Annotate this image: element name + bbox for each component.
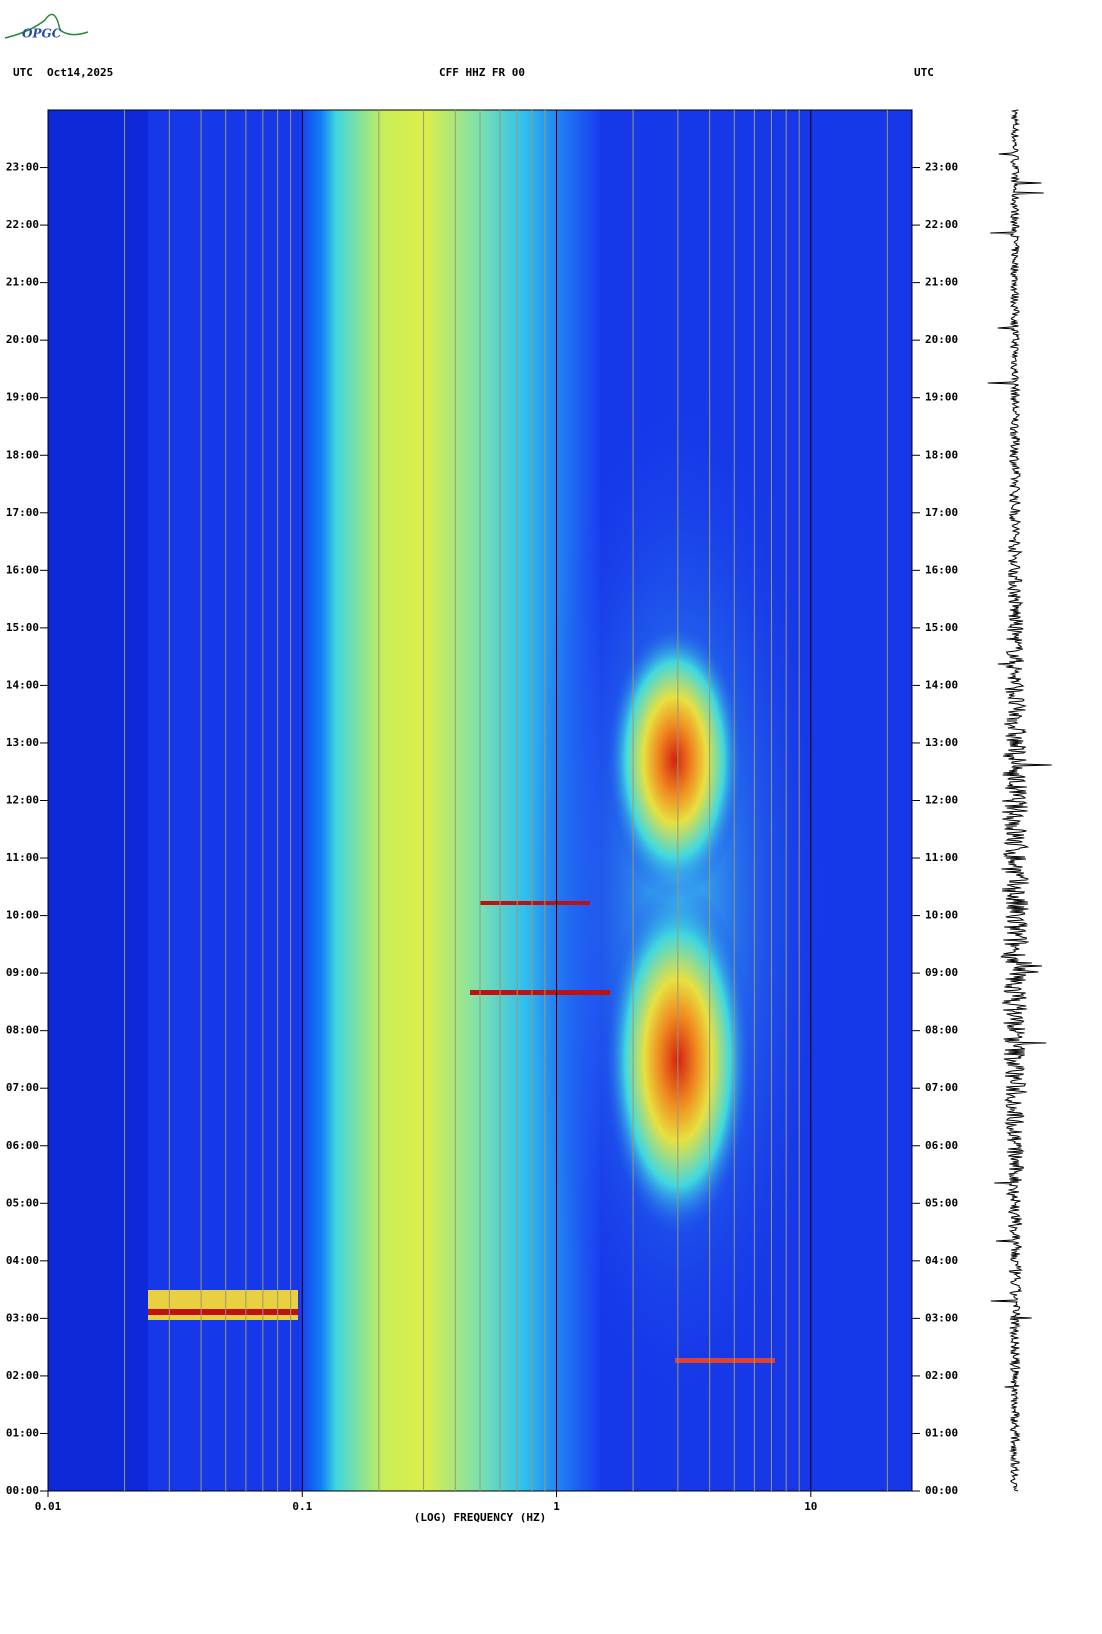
x-tick-label: 0.1	[292, 1500, 312, 1513]
logo: OPGC	[4, 13, 89, 41]
x-axis-label: (LOG) FREQUENCY (HZ)	[414, 1511, 546, 1524]
y-tick-label: 07:00	[6, 1081, 39, 1094]
y-tick-label: 12:00	[925, 794, 958, 807]
y-tick-label: 04:00	[925, 1254, 958, 1267]
y-tick-label: 06:00	[6, 1139, 39, 1152]
y-tick-label: 09:00	[6, 966, 39, 979]
event	[675, 1358, 775, 1363]
y-tick-label: 15:00	[925, 621, 958, 634]
logo-text: OPGC	[22, 27, 62, 41]
y-tick-label: 10:00	[6, 909, 39, 922]
y-tick-label: 18:00	[6, 448, 39, 461]
y-tick-label: 16:00	[925, 563, 958, 576]
event	[470, 990, 610, 995]
low-band	[48, 110, 148, 1491]
y-tick-label: 09:00	[925, 966, 958, 979]
y-tick-label: 14:00	[925, 678, 958, 691]
y-tick-label: 23:00	[6, 161, 39, 174]
y-tick-label: 19:00	[6, 391, 39, 404]
y-tick-label: 11:00	[6, 851, 39, 864]
x-tick-label: 0.01	[35, 1500, 62, 1513]
time-zone: UTC	[914, 66, 934, 79]
noise-peak	[605, 620, 745, 900]
seismogram	[987, 109, 1052, 1492]
y-tick-label: 16:00	[6, 563, 39, 576]
time-zone: UTC	[13, 66, 33, 79]
y-tick-label: 01:00	[925, 1426, 958, 1439]
y-tick-label: 13:00	[925, 736, 958, 749]
y-tick-label: 10:00	[925, 909, 958, 922]
y-tick-label: 06:00	[925, 1139, 958, 1152]
x-tick-label: 1	[553, 1500, 560, 1513]
y-tick-label: 22:00	[6, 218, 39, 231]
y-tick-label: 21:00	[925, 276, 958, 289]
y-tick-label: 13:00	[6, 736, 39, 749]
y-tick-label: 05:00	[6, 1196, 39, 1209]
y-tick-label: 20:00	[6, 333, 39, 346]
y-tick-label: 18:00	[925, 448, 958, 461]
y-tick-label: 11:00	[925, 851, 958, 864]
y-tick-label: 03:00	[6, 1311, 39, 1324]
y-tick-label: 02:00	[925, 1369, 958, 1382]
y-tick-label: 20:00	[925, 333, 958, 346]
station: CFF HHZ FR 00	[439, 66, 525, 79]
y-tick-label: 12:00	[6, 794, 39, 807]
event	[148, 1290, 298, 1320]
y-tick-label: 00:00	[925, 1484, 958, 1497]
y-tick-label: 14:00	[6, 678, 39, 691]
y-tick-label: 00:00	[6, 1484, 39, 1497]
y-tick-label: 21:00	[6, 276, 39, 289]
y-tick-label: 17:00	[6, 506, 39, 519]
y-tick-label: 04:00	[6, 1254, 39, 1267]
y-tick-label: 19:00	[925, 391, 958, 404]
y-tick-label: 08:00	[925, 1024, 958, 1037]
y-tick-label: 05:00	[925, 1196, 958, 1209]
y-tick-label: 02:00	[6, 1369, 39, 1382]
y-tick-label: 08:00	[6, 1024, 39, 1037]
y-tick-label: 01:00	[6, 1426, 39, 1439]
x-tick-label: 10	[804, 1500, 817, 1513]
event	[480, 901, 590, 905]
y-tick-label: 17:00	[925, 506, 958, 519]
event	[148, 1309, 298, 1315]
y-tick-label: 23:00	[925, 161, 958, 174]
date: Oct14,2025	[47, 66, 113, 79]
y-tick-label: 07:00	[925, 1081, 958, 1094]
y-tick-label: 22:00	[925, 218, 958, 231]
y-tick-label: 15:00	[6, 621, 39, 634]
y-tick-label: 03:00	[925, 1311, 958, 1324]
